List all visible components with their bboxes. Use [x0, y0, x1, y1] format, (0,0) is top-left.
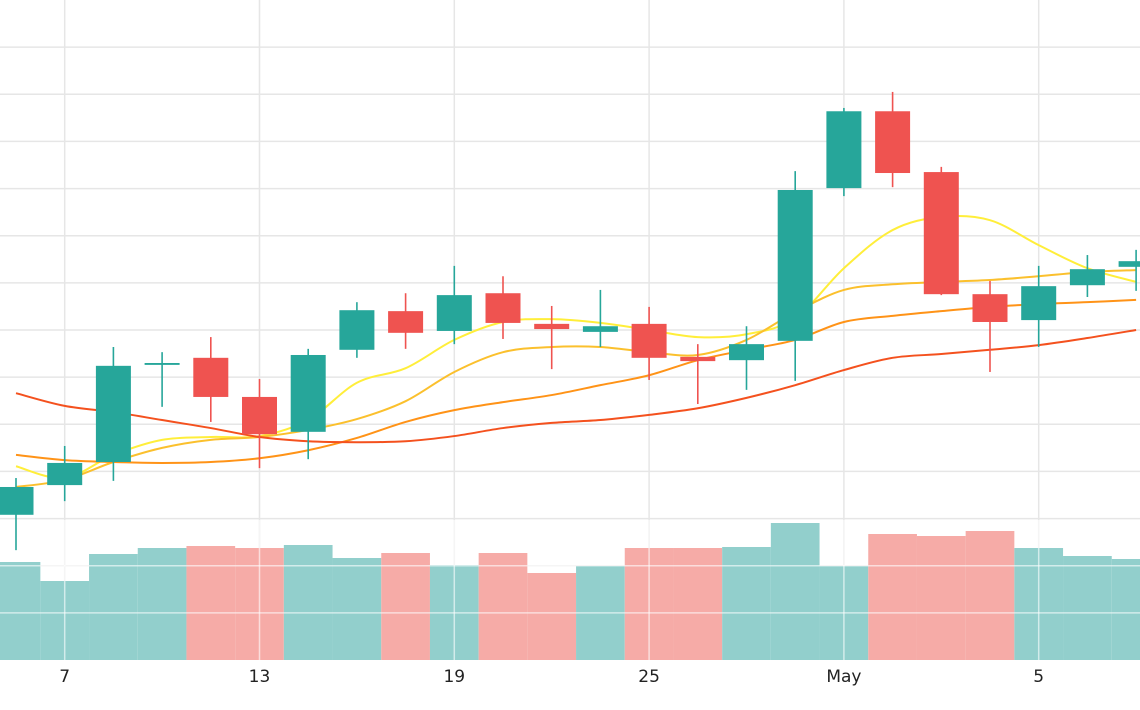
candle-body — [1069, 269, 1105, 286]
ma-line — [15, 329, 1137, 444]
candle-body — [242, 396, 277, 435]
candle-body — [534, 323, 570, 330]
candle-body — [729, 344, 764, 361]
volume-bar — [673, 548, 723, 660]
candle-body — [923, 172, 959, 295]
volume-bar — [965, 531, 1015, 660]
candle-body — [1021, 286, 1057, 321]
candle-body — [95, 365, 131, 462]
candle-body — [582, 326, 618, 332]
volume-bar — [916, 536, 966, 660]
candle-body — [826, 111, 862, 189]
ma-line — [15, 269, 1137, 488]
x-tick-label: 25 — [638, 667, 660, 687]
x-tick-label: 5 — [1033, 667, 1044, 687]
candle-body — [777, 189, 813, 341]
volume-bar — [137, 548, 187, 660]
candle-body — [972, 294, 1008, 322]
candle-body — [680, 356, 716, 362]
candle-body — [144, 363, 180, 365]
ma-line — [15, 298, 1137, 464]
volume-bar — [868, 534, 917, 660]
volume-bar — [381, 553, 430, 660]
volume-bar — [1063, 556, 1112, 660]
x-tick-label: 13 — [249, 667, 271, 687]
candle-body — [1118, 261, 1140, 267]
volume-bar — [1111, 559, 1140, 660]
x-tick-label: 19 — [443, 667, 465, 687]
candle-body — [47, 462, 83, 486]
volume-bar — [186, 546, 236, 660]
candle-body — [388, 311, 424, 333]
candle-body — [0, 486, 34, 515]
volume-bar — [722, 547, 771, 660]
candle-body — [339, 310, 375, 350]
candle-body — [631, 323, 667, 358]
volume-bar — [0, 562, 41, 660]
candle-body — [290, 354, 326, 432]
volume-bar — [478, 553, 528, 660]
volume-bar — [89, 554, 138, 660]
candle-body — [193, 357, 229, 397]
candle-body — [485, 293, 521, 323]
volume-bar — [332, 558, 382, 660]
candle-body — [436, 295, 472, 331]
volume-bar — [527, 573, 577, 660]
candle-body — [875, 111, 911, 174]
x-tick-label: 7 — [59, 667, 70, 687]
volume-bar — [283, 545, 333, 660]
volume-bar — [770, 523, 820, 660]
x-tick-label: May — [826, 667, 861, 687]
